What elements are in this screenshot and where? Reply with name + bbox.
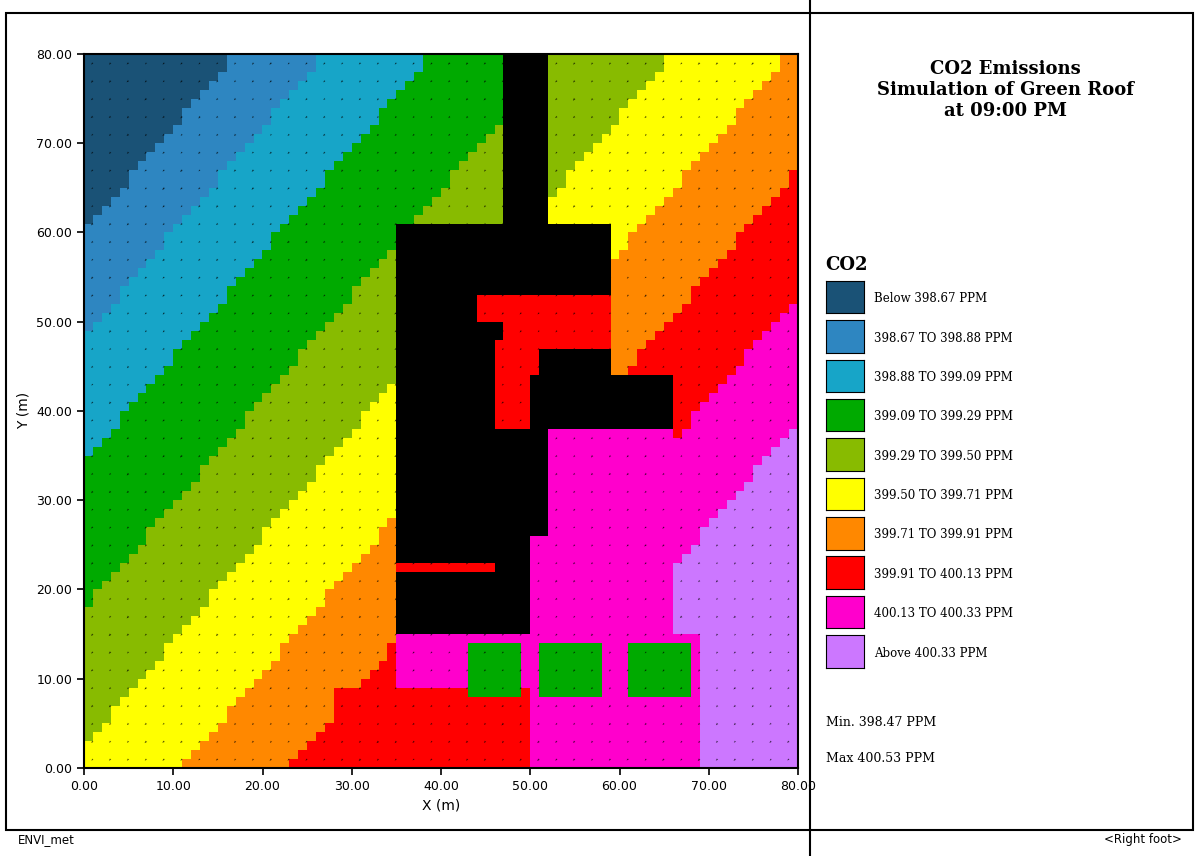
- Text: 399.09 TO 399.29 PPM: 399.09 TO 399.29 PPM: [874, 410, 1013, 423]
- X-axis label: X (m): X (m): [422, 799, 460, 812]
- Text: 398.67 TO 398.88 PPM: 398.67 TO 398.88 PPM: [874, 331, 1013, 344]
- Text: CO2 Emissions
Simulation of Green Roof
at 09:00 PM: CO2 Emissions Simulation of Green Roof a…: [877, 60, 1134, 120]
- Text: 398.88 TO 399.09 PPM: 398.88 TO 399.09 PPM: [874, 371, 1013, 383]
- Text: Above 400.33 PPM: Above 400.33 PPM: [874, 646, 988, 659]
- Y-axis label: Y (m): Y (m): [17, 392, 31, 430]
- Text: 400.13 TO 400.33 PPM: 400.13 TO 400.33 PPM: [874, 607, 1013, 620]
- Text: 399.71 TO 399.91 PPM: 399.71 TO 399.91 PPM: [874, 528, 1013, 541]
- Text: 399.29 TO 399.50 PPM: 399.29 TO 399.50 PPM: [874, 449, 1013, 462]
- Text: CO2: CO2: [826, 256, 868, 274]
- Text: 399.50 TO 399.71 PPM: 399.50 TO 399.71 PPM: [874, 489, 1013, 502]
- Text: ENVI_met: ENVI_met: [18, 833, 74, 846]
- Text: <Right foot>: <Right foot>: [1104, 833, 1182, 846]
- Text: Max 400.53 PPM: Max 400.53 PPM: [826, 752, 935, 764]
- Text: Below 398.67 PPM: Below 398.67 PPM: [874, 292, 986, 305]
- Text: Min. 398.47 PPM: Min. 398.47 PPM: [826, 716, 936, 728]
- Text: 399.91 TO 400.13 PPM: 399.91 TO 400.13 PPM: [874, 568, 1013, 580]
